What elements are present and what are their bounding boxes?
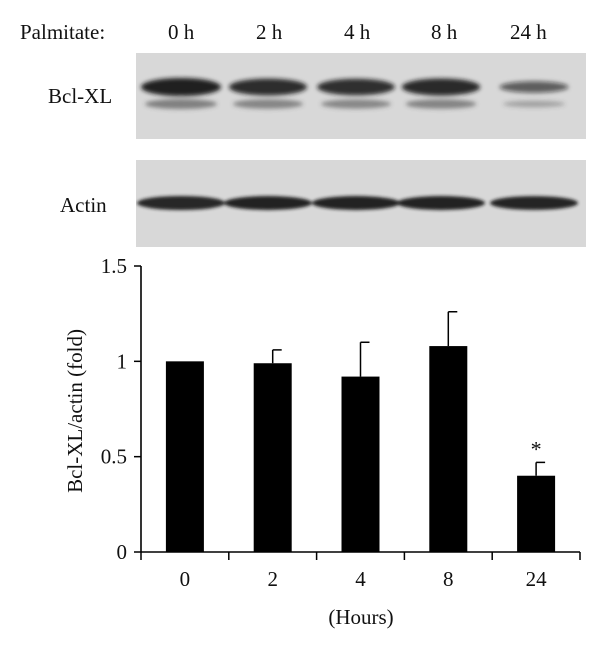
bclxl-lower-band-4h [321, 99, 391, 109]
timepoint-label-0h: 0 h [168, 20, 195, 44]
x-axis-label: (Hours) [328, 605, 393, 629]
bclxl-lower-band-2h [232, 99, 304, 109]
bar-24h [517, 475, 556, 552]
y-axis-label: Bcl-XL/actin (fold) [63, 329, 87, 493]
actin-band-4h [312, 196, 400, 210]
bar-4h [341, 376, 380, 552]
actin-band-0h [137, 196, 225, 210]
bclxl-lower-band-24h [502, 100, 566, 108]
x-tick-label-4: 4 [355, 567, 366, 591]
x-tick-label-0: 0 [180, 567, 191, 591]
significance-asterisk: * [531, 436, 542, 461]
actin-bands [137, 196, 578, 210]
bclxl-lower-band-0h [145, 99, 217, 109]
bar-2h [253, 363, 292, 552]
timepoint-label-24h: 24 h [510, 20, 547, 44]
bar-0h [165, 361, 204, 552]
x-tick-label-2: 2 [267, 567, 278, 591]
bclxl-bands [141, 78, 569, 109]
y-tick-label-0: 0 [117, 540, 128, 564]
actin-row-label: Actin [60, 193, 107, 217]
actin-band-2h [224, 196, 312, 210]
timepoint-label-8h: 8 h [431, 20, 458, 44]
bar-8h [429, 346, 468, 552]
actin-band-24h [490, 196, 578, 210]
x-tick-label-24: 24 [526, 567, 548, 591]
bclxl-band-0h [141, 78, 221, 96]
bclxl-band-4h [317, 78, 395, 96]
actin-band-8h [397, 196, 485, 210]
bclxl-lower-band-8h [405, 99, 477, 109]
timepoint-label-2h: 2 h [256, 20, 283, 44]
timepoint-label-4h: 4 h [344, 20, 371, 44]
y-tick-label-1.5: 1.5 [101, 254, 127, 278]
x-tick-label-8: 8 [443, 567, 454, 591]
y-tick-label-1: 1 [117, 349, 128, 373]
bclxl-band-8h [401, 78, 481, 96]
treatment-label: Palmitate: [20, 20, 106, 44]
y-tick-label-0.5: 0.5 [101, 445, 127, 469]
actin-blot-panel [136, 160, 586, 247]
bclxl-band-24h [499, 81, 569, 93]
bclxl-blot-panel [136, 53, 586, 139]
bclxl-row-label: Bcl-XL [48, 84, 113, 108]
bclxl-band-2h [229, 78, 307, 96]
